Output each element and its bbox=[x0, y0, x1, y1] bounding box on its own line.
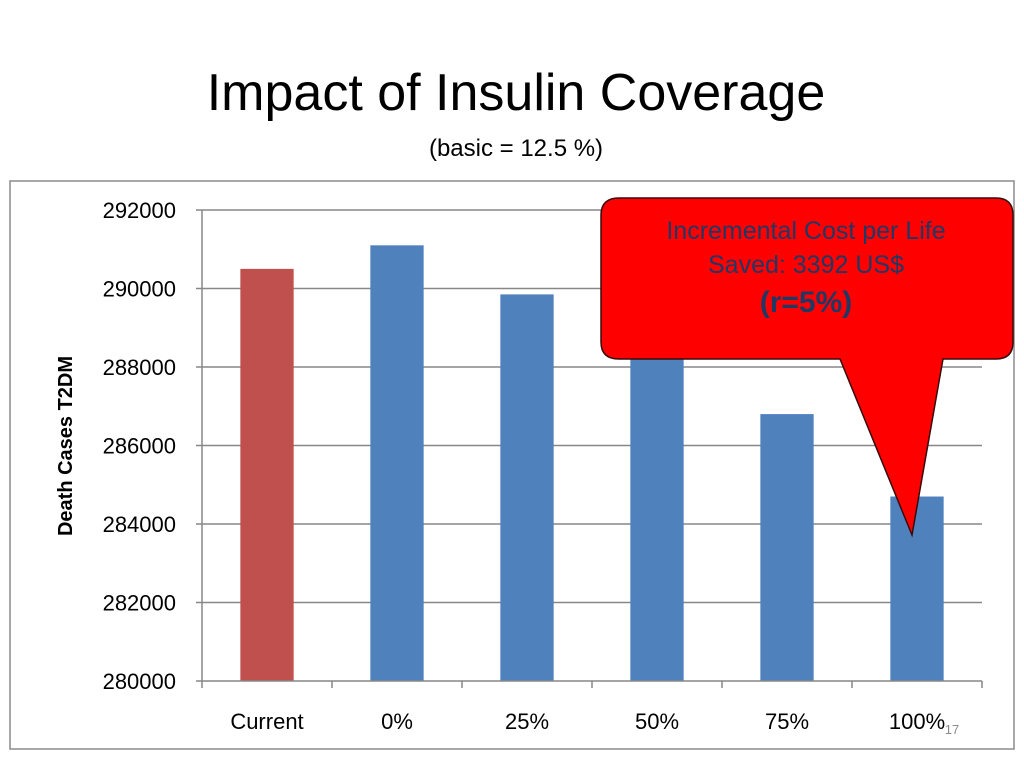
bar-75-pct bbox=[760, 414, 814, 681]
bars bbox=[240, 245, 944, 681]
callout-shape bbox=[600, 197, 1014, 538]
y-tick-label: 290000 bbox=[103, 277, 176, 302]
callout-text-line-1: Incremental Cost per Life bbox=[666, 217, 945, 245]
x-axis-category-labels: Current 0% 25% 50% 75% 100% bbox=[230, 709, 945, 734]
y-tick-label: 284000 bbox=[103, 512, 176, 537]
x-category-label: 25% bbox=[505, 709, 549, 734]
callout: Incremental Cost per Life Saved: 3392 US… bbox=[600, 197, 1014, 538]
y-tick-label: 282000 bbox=[103, 591, 176, 616]
bar-50-pct bbox=[630, 331, 684, 681]
x-category-label: 50% bbox=[635, 709, 679, 734]
x-category-label: 0% bbox=[381, 709, 413, 734]
y-tick-label: 280000 bbox=[103, 669, 176, 694]
y-axis-tick-labels: 280000 282000 284000 286000 288000 290000 2920… bbox=[103, 198, 176, 694]
bar-25-pct bbox=[500, 294, 554, 681]
x-category-label: Current bbox=[230, 709, 303, 734]
x-category-label: 75% bbox=[765, 709, 809, 734]
y-tick-label: 288000 bbox=[103, 355, 176, 380]
slide-number: 17 bbox=[944, 722, 960, 737]
x-category-label: 100% bbox=[889, 709, 945, 734]
axes bbox=[196, 210, 983, 688]
callout-emphasis: (r=5%) bbox=[760, 286, 853, 319]
bar-0-pct bbox=[370, 245, 424, 681]
slide-title: Impact of Insulin Coverage bbox=[206, 64, 826, 122]
callout-text-line-2: Saved: 3392 US$ bbox=[708, 251, 904, 279]
y-axis-label: Death Cases T2DM bbox=[55, 356, 77, 536]
y-tick-label: 286000 bbox=[103, 434, 176, 459]
slide-subtitle: (basic = 12.5 %) bbox=[428, 135, 604, 162]
bar-current bbox=[240, 268, 294, 681]
bar-100-pct bbox=[890, 496, 944, 681]
y-tick-label: 292000 bbox=[103, 198, 176, 223]
